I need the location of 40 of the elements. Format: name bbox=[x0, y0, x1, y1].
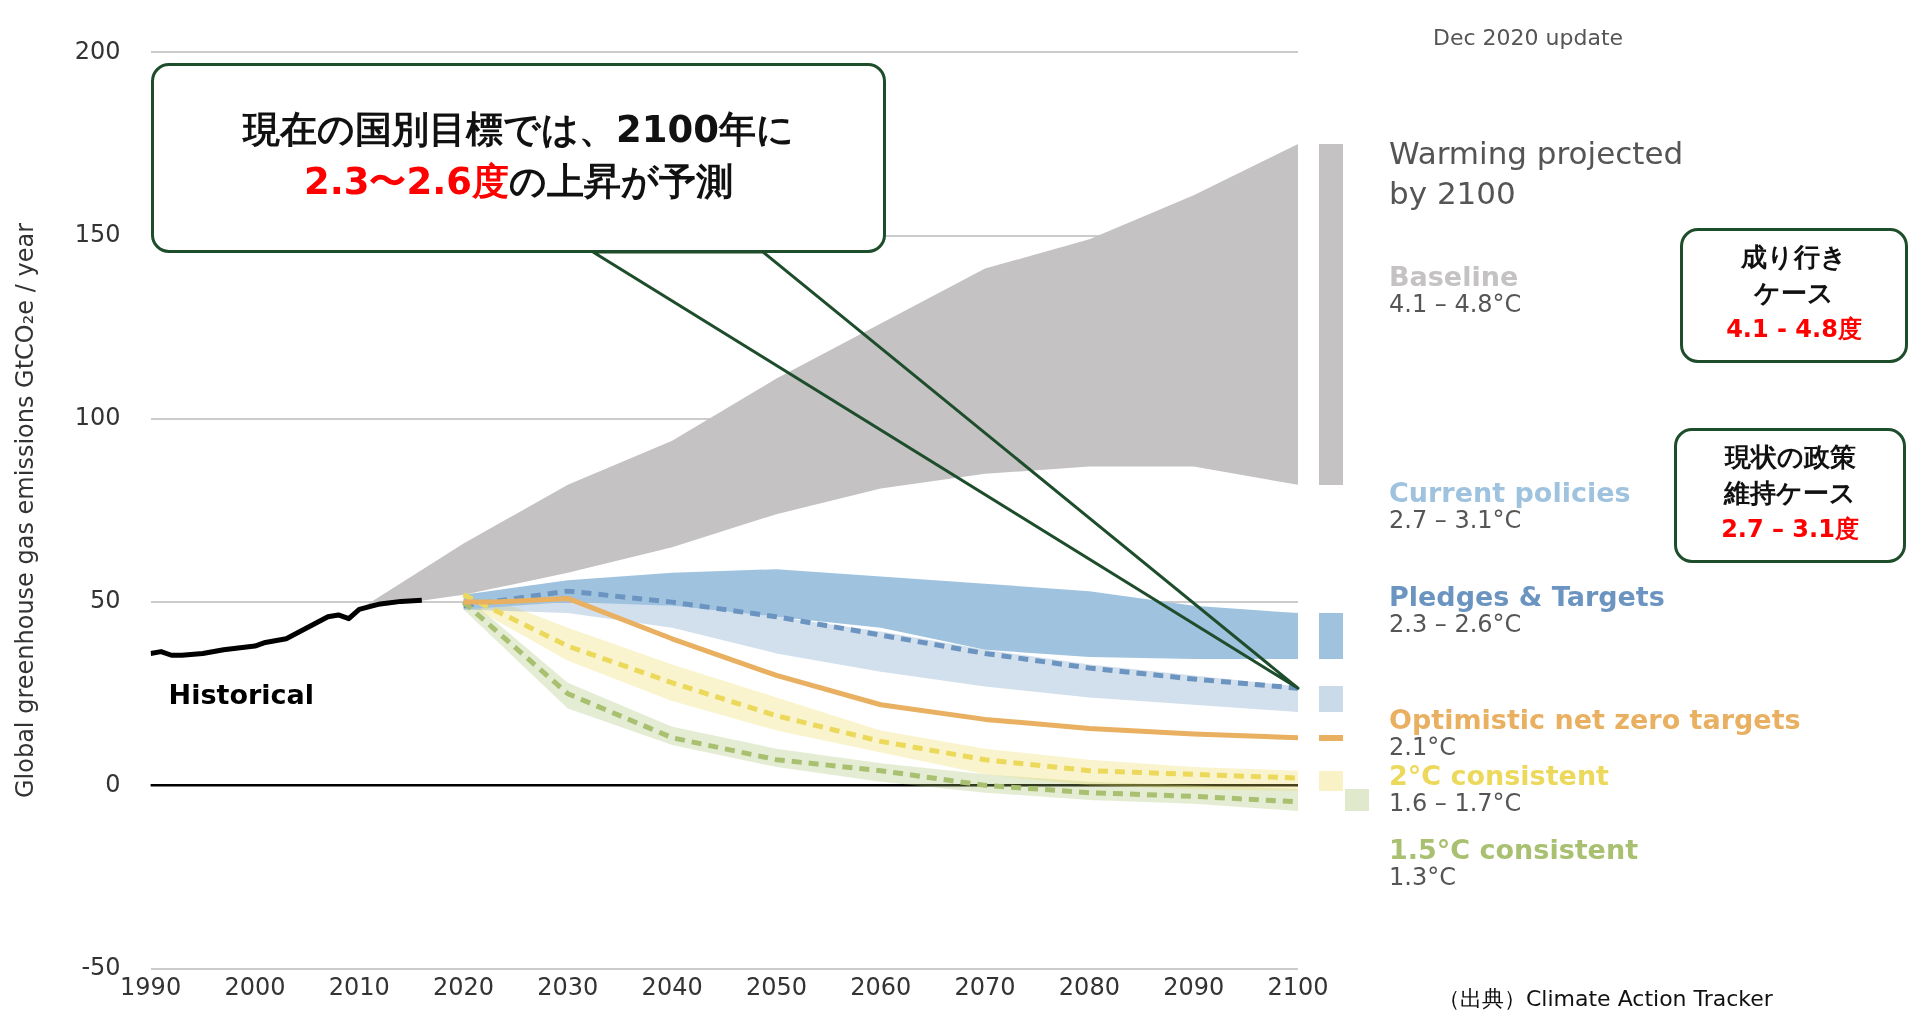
x-tick-label: 2080 bbox=[1058, 973, 1120, 1002]
text: 現状の政策維持ケース bbox=[1722, 441, 1857, 510]
text: Warming projected by 2100 bbox=[1389, 134, 1684, 211]
x-tick-label: 2030 bbox=[537, 973, 599, 1002]
text: Pledges & Targets bbox=[1389, 580, 1665, 612]
text: 4.1 – 4.8°C bbox=[1389, 290, 1522, 319]
y-tick-label: 0 bbox=[105, 769, 121, 798]
x-tick-label: 2000 bbox=[224, 973, 286, 1002]
text: Dec 2020 update bbox=[1433, 24, 1624, 50]
y-axis-title: Global greenhouse gas emissions GtCO₂e / year bbox=[10, 222, 39, 799]
x-tick-label: 2040 bbox=[641, 973, 703, 1002]
legend-label: Optimistic net zero targets bbox=[1389, 703, 1801, 735]
text: 2.7 – 3.1度 bbox=[1720, 514, 1860, 545]
legend-label: Baseline bbox=[1389, 260, 1519, 292]
text: （出典）Climate Action Tracker bbox=[1438, 985, 1773, 1013]
text: 1.5°C consistent bbox=[1389, 833, 1639, 865]
annotation: の上昇が予測 bbox=[509, 160, 734, 203]
series-label: Historical bbox=[168, 679, 315, 711]
annotation: 現在の国別目標では、2100年に bbox=[243, 108, 794, 151]
text: 1.6 – 1.7°C bbox=[1389, 789, 1522, 818]
y-tick-label: 150 bbox=[74, 219, 121, 248]
legend-label: Current policies bbox=[1389, 476, 1631, 508]
x-tick-label: 2050 bbox=[745, 973, 807, 1002]
x-tick-label: 2100 bbox=[1267, 973, 1329, 1002]
y-tick-label: 200 bbox=[74, 36, 121, 65]
y-tick-label: 50 bbox=[90, 586, 121, 615]
legend-label: 2°C consistent bbox=[1389, 759, 1610, 791]
x-tick-label: 2010 bbox=[328, 973, 390, 1002]
text: 成り行きケース bbox=[1740, 241, 1848, 310]
y-tick-label: -50 bbox=[81, 952, 121, 981]
x-tick-label: 2090 bbox=[1163, 973, 1225, 1002]
x-tick-label: 2020 bbox=[432, 973, 495, 1002]
y-tick-label: 100 bbox=[74, 403, 121, 432]
x-tick-label: 1990 bbox=[120, 973, 182, 1002]
x-tick-label: 2070 bbox=[954, 973, 1016, 1002]
text: 4.1 - 4.8度 bbox=[1725, 314, 1863, 345]
speech-bubble: 現在の国別目標では、2100年に 2.3〜2.6度の上昇が予測 bbox=[151, 63, 886, 253]
text: 1.3°C bbox=[1389, 863, 1456, 892]
x-tick-label: 2060 bbox=[850, 973, 912, 1002]
annotation: 2.3〜2.6度 bbox=[303, 160, 510, 203]
